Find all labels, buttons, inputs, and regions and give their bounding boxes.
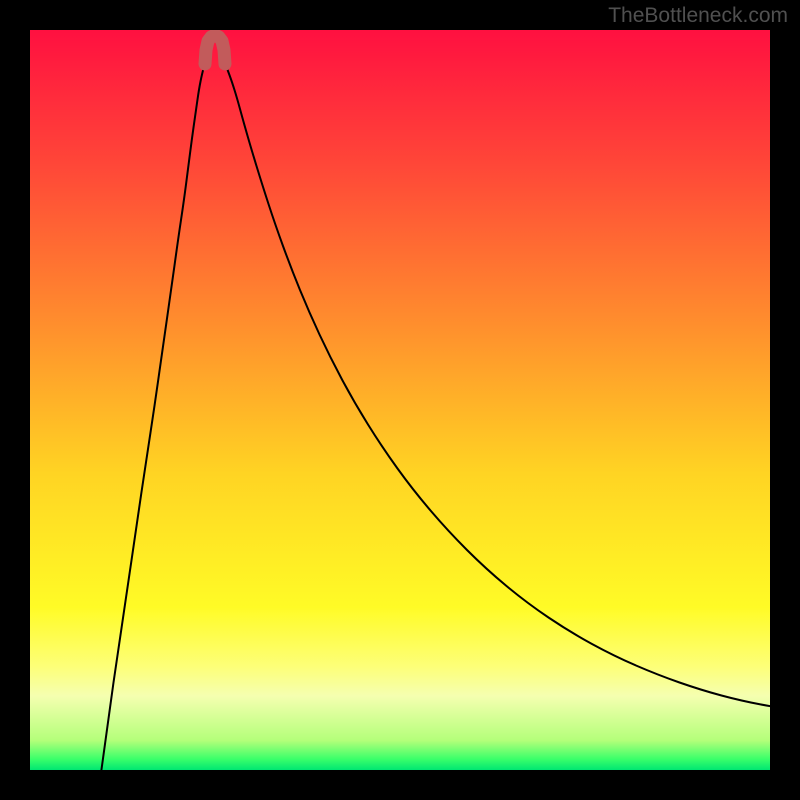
chart-plot-background — [30, 30, 770, 770]
watermark-label: TheBottleneck.com — [608, 4, 788, 28]
bottleneck-chart-svg — [0, 0, 800, 800]
chart-container: TheBottleneck.com — [0, 0, 800, 800]
